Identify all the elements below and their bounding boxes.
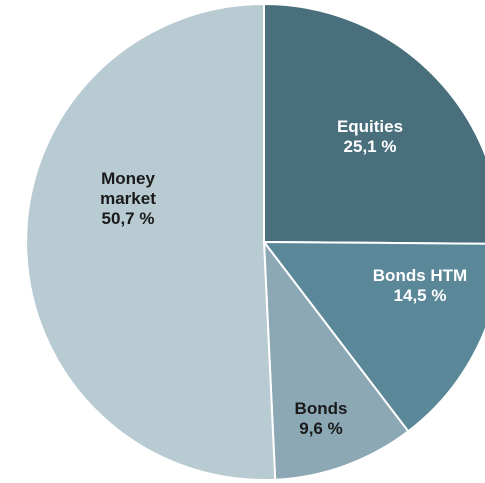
slice-value-label: 50,7 % [102,209,155,228]
slice-label-money-market: Money market 50,7 % [100,169,156,228]
slice-category-label: Bonds HTM [373,266,467,285]
pie-slice-equities [263,2,485,245]
pie-slice-money-market [25,2,277,481]
slice-label-bonds-htm: Bonds HTM 14,5 % [373,266,467,305]
pie-slice-bonds-htm [261,240,485,433]
slice-label-bonds: Bonds 9,6 % [295,399,348,438]
slice-category-label: Bonds [295,399,348,418]
slice-value-label: 25,1 % [344,137,397,156]
slice-value-label: 14,5 % [394,286,447,305]
pie-slices [25,2,485,481]
slice-category-label: Money [101,169,155,188]
slice-category-label: Equities [337,117,403,136]
pie-slice-bonds [262,238,410,481]
pie-labels: Equities 25,1 % Bonds HTM 14,5 % Bonds 9,6 % M… [100,117,467,438]
slice-category-label: market [100,189,156,208]
slice-label-equities: Equities 25,1 % [337,117,403,156]
slice-value-label: 9,6 % [299,419,342,438]
